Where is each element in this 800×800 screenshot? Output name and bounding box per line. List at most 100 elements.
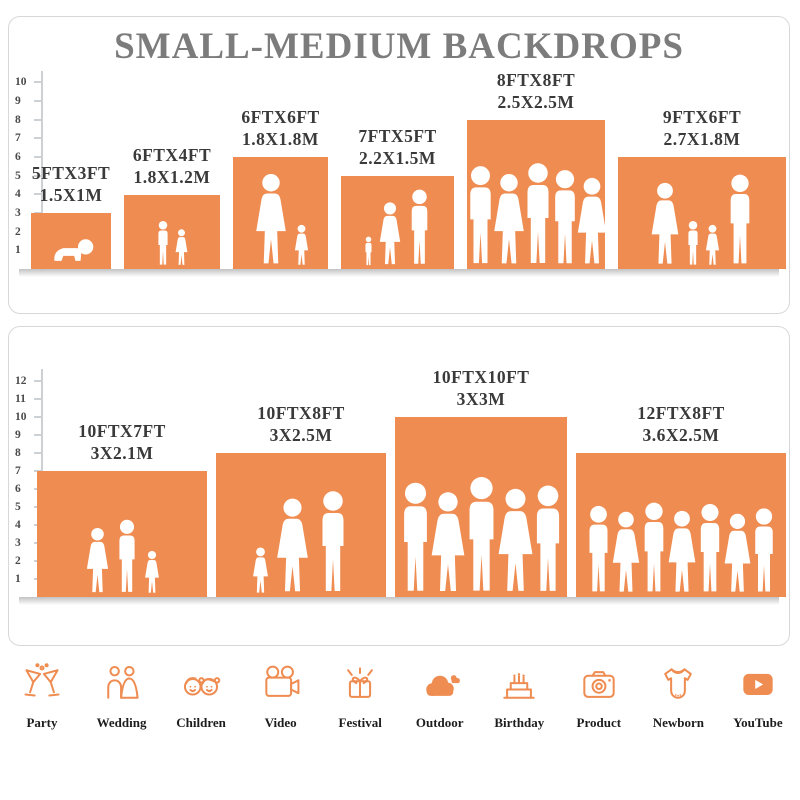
size-label: 6FTX6FT 1.8X1.8M [241, 106, 319, 152]
size-label: 8FTX8FT 2.5X2.5M [497, 69, 575, 115]
people-silhouettes [155, 220, 189, 269]
axis-tick-label: 9 [15, 95, 21, 107]
axis-tick: 11 [15, 393, 41, 405]
category-label: Wedding [96, 715, 147, 730]
people-silhouettes [48, 238, 94, 269]
people-silhouettes [363, 188, 433, 269]
axis-tick-label: 12 [15, 375, 27, 387]
axis-tick: 9 [15, 95, 41, 107]
child-silhouette [363, 236, 374, 266]
axis-tick-label: 3 [15, 537, 21, 549]
size-label: 5FTX3FT 1.5X1M [32, 162, 110, 208]
man-silhouette [114, 518, 140, 594]
small-medium-panel: SMALL-MEDIUM BACKDROPS 1 2 3 4 5 6 7 8 9… [8, 16, 790, 314]
axis-tick-label: 7 [15, 132, 21, 144]
backdrop-bar [341, 176, 454, 269]
size-label: 7FTX5FT 2.2X1.5M [358, 125, 436, 171]
people-silhouettes [583, 500, 779, 597]
axis-tick-label: 8 [15, 447, 21, 459]
category-party: Party [14, 662, 70, 731]
wedding-icon [106, 665, 139, 699]
backdrop-bar [233, 157, 328, 269]
youtube-icon [743, 673, 773, 695]
people-silhouettes [84, 518, 161, 597]
axis-tick-label: 8 [15, 114, 21, 126]
axis-tick: 8 [15, 447, 41, 459]
axis-tick: 5 [15, 170, 41, 182]
category-children: Children [173, 662, 229, 731]
backdrop-bar [618, 157, 786, 269]
category-festival: Festival [332, 662, 388, 731]
axis-tick-label: 1 [15, 573, 21, 585]
size-ft: 6FTX4FT [132, 144, 212, 165]
size-ft: 8FTX8FT [496, 69, 576, 90]
size-ft: 5FTX3FT [31, 162, 111, 183]
axis-tick: 10 [15, 411, 41, 423]
axis-tick-label: 9 [15, 429, 21, 441]
backdrop-size-item: 10FTX7FT 3X2.1M [37, 420, 207, 597]
product-icon [583, 671, 615, 698]
size-ft: 10FTX7FT [78, 420, 166, 441]
party-icon [24, 663, 60, 697]
children-icon [184, 677, 221, 696]
backdrop-size-item: 12FTX8FT 3.6X2.5M [576, 402, 786, 597]
backdrop-bar [124, 195, 220, 269]
axis-tick-label: 10 [15, 411, 27, 423]
category-newborn: Newborn [650, 662, 706, 731]
backdrop-bar [31, 213, 111, 269]
axis-tick: 7 [15, 132, 41, 144]
backdrop-bar [576, 453, 786, 597]
axis-tick-label: 2 [15, 226, 21, 238]
axis-tick: 9 [15, 429, 41, 441]
man-silhouette [724, 172, 756, 266]
woman-silhouette [377, 200, 403, 266]
size-ft: 9FTX6FT [662, 106, 742, 127]
woman-silhouette [574, 176, 606, 266]
ruler-axis-line [41, 71, 43, 271]
backdrop-size-item: 8FTX8FT 2.5X2.5M [467, 69, 605, 269]
child-silhouette [293, 224, 310, 266]
size-ft: 10FTX10FT [432, 366, 530, 387]
axis-tick-label: 10 [15, 76, 27, 88]
outdoor-icon [425, 675, 460, 696]
backdrop-size-item: 9FTX6FT 2.7X1.8M [618, 106, 786, 269]
size-label: 9FTX6FT 2.7X1.8M [663, 106, 741, 152]
newborn-icon [664, 668, 693, 699]
size-m: 3X2.1M [90, 443, 154, 464]
category-label: Festival [338, 715, 382, 730]
size-label: 10FTX10FT 3X3M [433, 366, 530, 412]
man-silhouette [529, 482, 567, 594]
backdrop-bar [395, 417, 567, 597]
child-silhouette [704, 224, 721, 266]
backdrop-bars-top: 5FTX3FT 1.5X1M 6FTX4FT 1.8X1.2M [31, 69, 786, 269]
category-label: Children [176, 715, 226, 730]
backdrop-size-item: 10FTX10FT 3X3M [395, 366, 567, 597]
category-label: Party [26, 715, 58, 730]
category-label: Birthday [494, 715, 545, 730]
people-silhouettes [396, 474, 567, 597]
axis-tick-label: 4 [15, 519, 21, 531]
infographic-title: SMALL-MEDIUM BACKDROPS [114, 26, 684, 67]
backdrop-bar [37, 471, 207, 597]
category-label: Video [264, 715, 297, 730]
category-wedding: Wedding [94, 662, 150, 731]
feet-ruler-top: 1 2 3 4 5 6 7 8 9 10 [13, 71, 43, 271]
man-silhouette [315, 488, 351, 594]
size-ft: 12FTX8FT [637, 402, 725, 423]
axis-tick-label: 5 [15, 501, 21, 513]
backdrop-size-item: 10FTX8FT 3X2.5M [216, 402, 386, 597]
backdrop-bars-bottom: 10FTX7FT 3X2.1M 10FTX8FT 3X2.5M [37, 366, 786, 597]
size-ft: 7FTX5FT [358, 125, 437, 146]
backdrop-size-item: 6FTX4FT 1.8X1.2M [124, 144, 220, 269]
man-silhouette [749, 506, 779, 594]
child-silhouette [143, 550, 161, 594]
woman-silhouette [84, 526, 111, 594]
backdrop-bar [467, 120, 605, 269]
ground-shadow [19, 269, 779, 277]
backdrop-size-item: 5FTX3FT 1.5X1M [31, 162, 111, 269]
people-silhouettes [467, 160, 605, 269]
axis-tick-label: 6 [15, 483, 21, 495]
child-silhouette [251, 546, 270, 594]
ground-shadow [19, 597, 779, 605]
axis-tick-label: 11 [15, 393, 26, 405]
